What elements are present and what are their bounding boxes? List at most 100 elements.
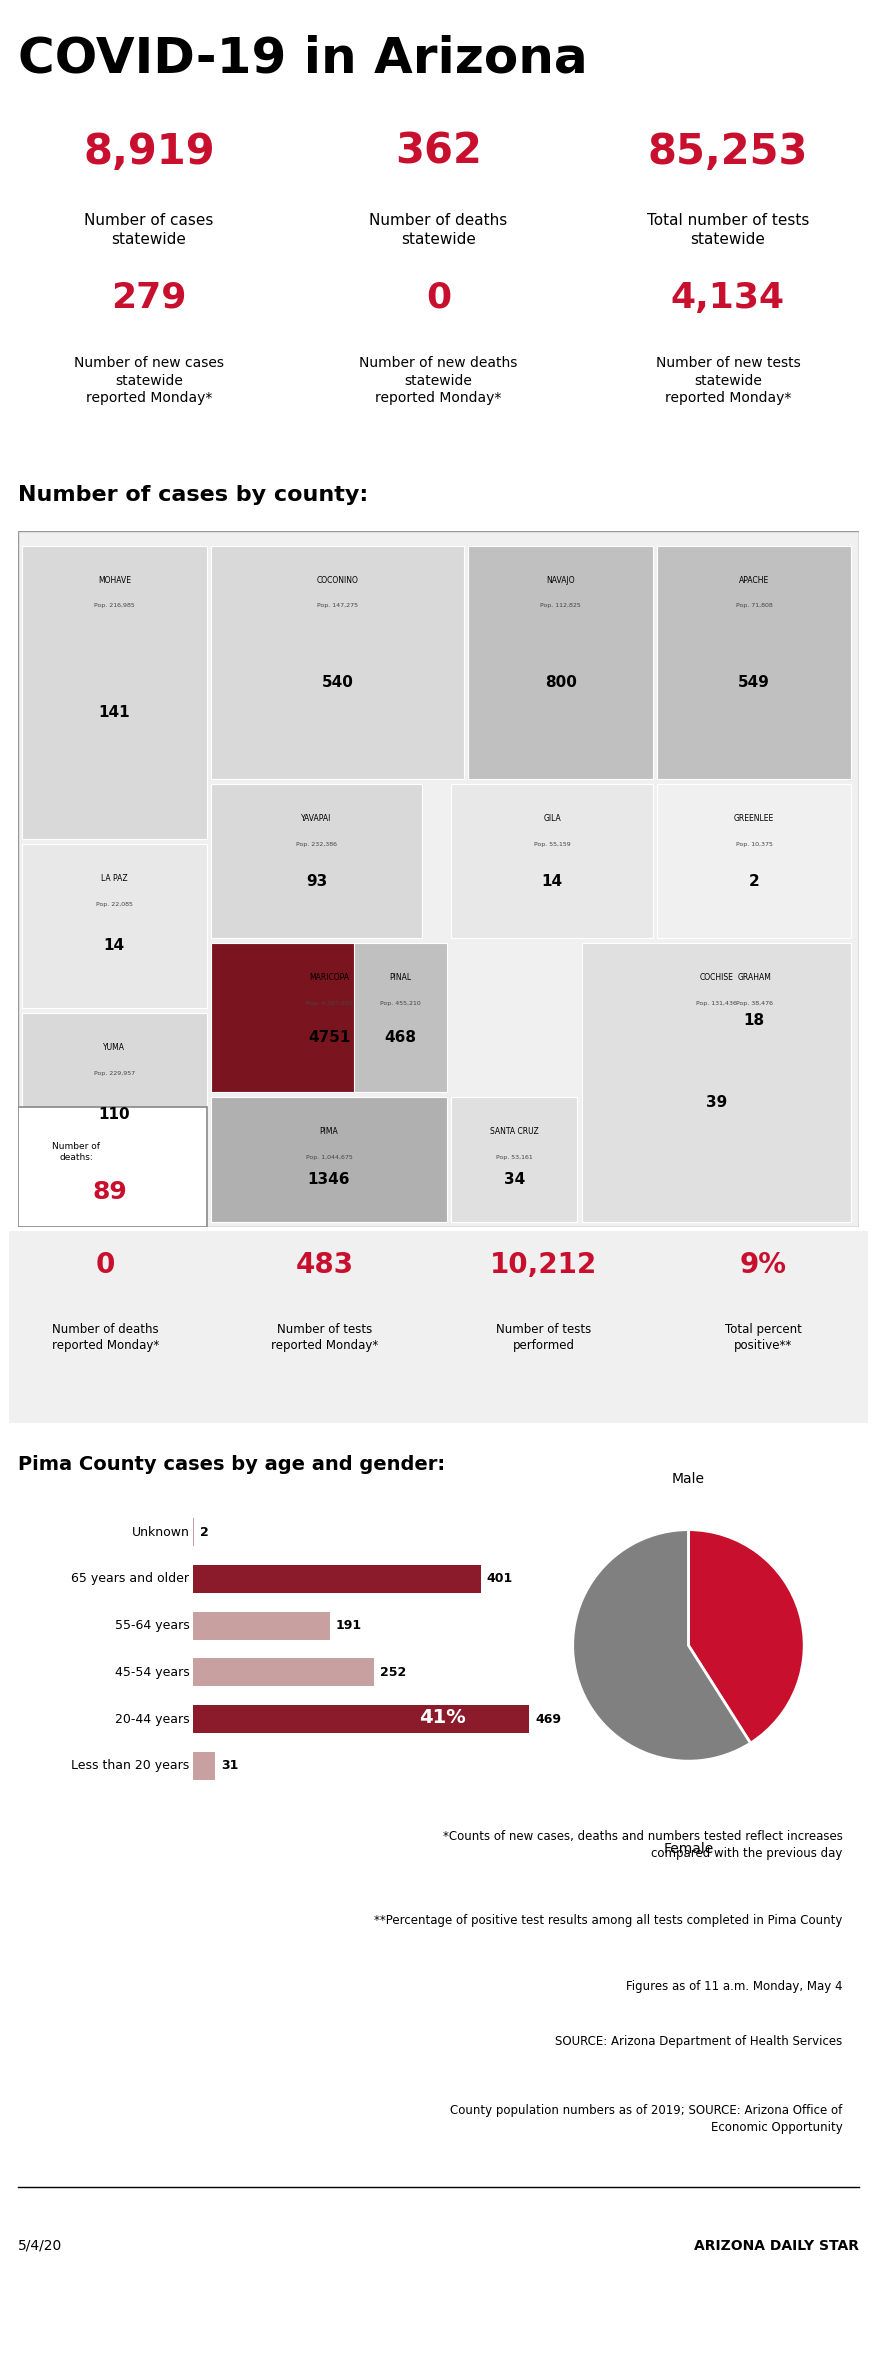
- Text: 41%: 41%: [419, 1708, 466, 1727]
- Text: 93: 93: [306, 873, 327, 889]
- Text: 483: 483: [296, 1250, 353, 1279]
- Text: Pop. 53,161: Pop. 53,161: [496, 1156, 532, 1161]
- Text: 469: 469: [535, 1713, 561, 1724]
- Text: 0: 0: [96, 1250, 115, 1279]
- Text: Number of cases by county:: Number of cases by county:: [18, 486, 367, 505]
- Text: 10,212: 10,212: [490, 1250, 597, 1279]
- Text: Pop. 232,386: Pop. 232,386: [296, 842, 337, 847]
- Bar: [193, 1658, 374, 1687]
- Text: SOURCE: Arizona Department of Health Services: SOURCE: Arizona Department of Health Ser…: [555, 2036, 843, 2048]
- Text: MARICOPA: MARICOPA: [309, 974, 349, 981]
- Text: 4,134: 4,134: [671, 281, 785, 314]
- FancyBboxPatch shape: [22, 1012, 207, 1177]
- Text: YUMA: YUMA: [103, 1043, 125, 1052]
- FancyBboxPatch shape: [658, 944, 851, 1057]
- Text: 18: 18: [744, 1012, 765, 1029]
- Text: 9%: 9%: [739, 1250, 787, 1279]
- Text: 401: 401: [487, 1573, 513, 1585]
- Bar: [193, 1564, 481, 1592]
- Text: 2: 2: [749, 873, 759, 889]
- Text: *Counts of new cases, deaths and numbers tested reflect increases
compared with : *Counts of new cases, deaths and numbers…: [443, 1831, 843, 1861]
- Text: 4751: 4751: [308, 1031, 350, 1045]
- FancyBboxPatch shape: [354, 944, 447, 1092]
- Text: Number of new cases
statewide
reported Monday*: Number of new cases statewide reported M…: [74, 356, 225, 406]
- FancyBboxPatch shape: [211, 1097, 447, 1222]
- Text: Number of deaths
statewide: Number of deaths statewide: [369, 212, 508, 248]
- FancyBboxPatch shape: [18, 531, 859, 1227]
- FancyBboxPatch shape: [211, 944, 447, 1092]
- Wedge shape: [573, 1529, 751, 1762]
- FancyBboxPatch shape: [451, 1097, 577, 1222]
- Text: 59%: 59%: [665, 1795, 712, 1814]
- Text: 2: 2: [200, 1526, 209, 1538]
- Text: Pop. 1,044,675: Pop. 1,044,675: [306, 1156, 353, 1161]
- FancyBboxPatch shape: [451, 783, 653, 939]
- Text: Total number of tests
statewide: Total number of tests statewide: [646, 212, 809, 248]
- Text: Pop. 38,476: Pop. 38,476: [736, 1000, 773, 1005]
- Text: GREENLEE: GREENLEE: [734, 814, 774, 823]
- Text: Number of tests
performed: Number of tests performed: [496, 1323, 591, 1352]
- FancyBboxPatch shape: [468, 545, 653, 778]
- Text: SANTA CRUZ: SANTA CRUZ: [490, 1128, 538, 1137]
- Text: Pop. 455,210: Pop. 455,210: [381, 1000, 421, 1005]
- Wedge shape: [688, 1529, 804, 1743]
- FancyBboxPatch shape: [22, 845, 207, 1007]
- Bar: [193, 1519, 195, 1545]
- Text: 89: 89: [93, 1180, 127, 1203]
- Text: Male: Male: [672, 1472, 705, 1486]
- Text: GRAHAM: GRAHAM: [738, 974, 771, 981]
- Text: 141: 141: [98, 705, 130, 719]
- Text: Figures as of 11 a.m. Monday, May 4: Figures as of 11 a.m. Monday, May 4: [626, 1979, 843, 1993]
- Text: **Percentage of positive test results among all tests completed in Pima County: **Percentage of positive test results am…: [374, 1916, 843, 1927]
- Text: PIMA: PIMA: [320, 1128, 339, 1137]
- Text: 191: 191: [336, 1618, 362, 1632]
- Text: 549: 549: [738, 675, 770, 689]
- Text: 110: 110: [98, 1106, 130, 1123]
- Text: Pop. 71,808: Pop. 71,808: [736, 604, 773, 609]
- FancyBboxPatch shape: [211, 545, 464, 778]
- Text: YAVAPAI: YAVAPAI: [301, 814, 332, 823]
- Text: Pop. 10,375: Pop. 10,375: [736, 842, 773, 847]
- Text: COCONINO: COCONINO: [317, 576, 359, 585]
- Bar: [193, 1706, 530, 1734]
- Text: Number of cases
statewide: Number of cases statewide: [84, 212, 214, 248]
- Text: LA PAZ: LA PAZ: [101, 873, 128, 882]
- Text: APACHE: APACHE: [739, 576, 769, 585]
- Text: Number of new deaths
statewide
reported Monday*: Number of new deaths statewide reported …: [360, 356, 517, 406]
- Text: PINAL: PINAL: [389, 974, 411, 981]
- Text: ARIZONA DAILY STAR: ARIZONA DAILY STAR: [695, 2239, 859, 2253]
- Text: 65 years and older: 65 years and older: [71, 1573, 189, 1585]
- Text: 362: 362: [395, 130, 482, 172]
- Text: Pop. 216,985: Pop. 216,985: [94, 604, 135, 609]
- Text: Total percent
positive**: Total percent positive**: [724, 1323, 802, 1352]
- Text: 800: 800: [545, 675, 576, 689]
- Text: Pima County cases by age and gender:: Pima County cases by age and gender:: [18, 1456, 445, 1474]
- Bar: [193, 1611, 330, 1640]
- Text: 34: 34: [503, 1172, 525, 1187]
- Text: Pop. 22,085: Pop. 22,085: [96, 901, 132, 906]
- Text: County population numbers as of 2019; SOURCE: Arizona Office of
Economic Opportu: County population numbers as of 2019; SO…: [451, 2104, 843, 2135]
- Text: Number of tests
reported Monday*: Number of tests reported Monday*: [271, 1323, 378, 1352]
- Text: NAVAJO: NAVAJO: [546, 576, 575, 585]
- Text: 540: 540: [322, 675, 353, 689]
- Text: Less than 20 years: Less than 20 years: [71, 1760, 189, 1772]
- Text: Pop. 55,159: Pop. 55,159: [534, 842, 571, 847]
- Text: 20-44 years: 20-44 years: [115, 1713, 189, 1724]
- Text: 31: 31: [221, 1760, 239, 1772]
- Text: 85,253: 85,253: [647, 130, 809, 172]
- Text: MOHAVE: MOHAVE: [98, 576, 131, 585]
- Text: 279: 279: [111, 281, 187, 314]
- Text: 45-54 years: 45-54 years: [115, 1665, 189, 1680]
- Text: Number of new tests
statewide
reported Monday*: Number of new tests statewide reported M…: [655, 356, 801, 406]
- FancyBboxPatch shape: [581, 944, 851, 1222]
- Text: Number of
deaths:: Number of deaths:: [53, 1142, 101, 1161]
- FancyBboxPatch shape: [658, 545, 851, 778]
- Text: Female: Female: [663, 1842, 714, 1857]
- Text: 39: 39: [706, 1095, 727, 1111]
- Text: COCHISE: COCHISE: [699, 974, 733, 981]
- Text: Pop. 147,275: Pop. 147,275: [317, 604, 358, 609]
- Text: Pop. 131,436: Pop. 131,436: [695, 1000, 737, 1005]
- Text: Pop. 112,825: Pop. 112,825: [540, 604, 581, 609]
- Text: 1346: 1346: [308, 1172, 350, 1187]
- Text: 8,919: 8,919: [83, 130, 215, 172]
